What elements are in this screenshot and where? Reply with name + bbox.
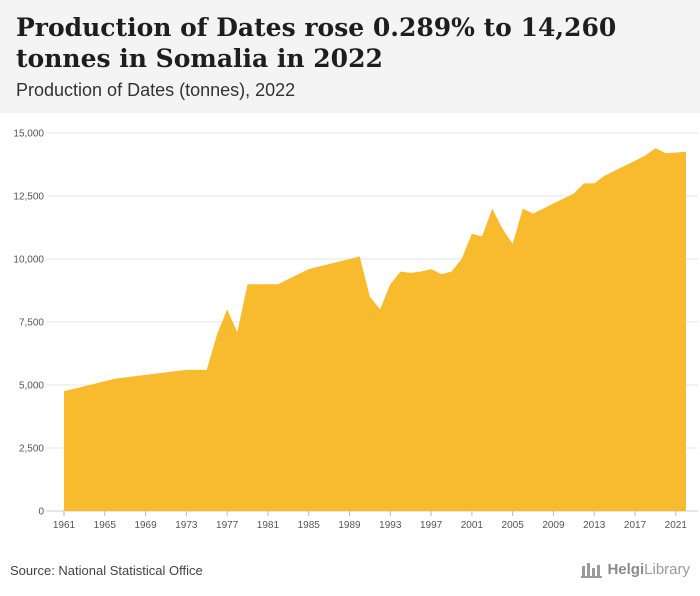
- data-point: [664, 151, 668, 155]
- data-point: [103, 379, 107, 383]
- y-tick-label: 7,500: [19, 318, 44, 329]
- data-point: [633, 159, 637, 163]
- data-point: [582, 181, 586, 185]
- page-title: Production of Dates rose 0.289% to 14,26…: [16, 13, 617, 73]
- x-tick-label: 1961: [53, 520, 76, 531]
- x-tick-label: 1993: [379, 520, 402, 531]
- x-tick-label: 1997: [420, 520, 443, 531]
- series-area: [64, 148, 686, 511]
- data-point: [521, 207, 525, 211]
- y-tick-label: 2,500: [19, 444, 44, 455]
- data-point: [490, 207, 494, 211]
- brand-name-part2: Library: [644, 560, 690, 578]
- x-tick-label: 2017: [624, 520, 647, 531]
- data-point: [246, 282, 250, 286]
- helgi-library-logo-icon: [581, 563, 603, 578]
- x-tick-label: 2021: [665, 520, 688, 531]
- data-point: [572, 191, 576, 195]
- x-tick-label: 1969: [134, 520, 157, 531]
- data-point: [225, 307, 229, 311]
- data-point: [327, 262, 331, 266]
- data-point: [62, 389, 66, 393]
- data-point: [348, 257, 352, 261]
- data-point: [113, 377, 117, 381]
- data-point: [551, 202, 555, 206]
- axis-layer: 0 2,500 5,000 7,500 10,000 12,500 15,000 1961 19…: [13, 129, 687, 532]
- y-tick-label: 12,500: [13, 192, 44, 203]
- y-tick-label: 0: [38, 507, 44, 518]
- y-tick-label: 15,000: [13, 129, 44, 140]
- data-point: [82, 384, 86, 388]
- data-point: [307, 267, 311, 271]
- data-point: [164, 370, 168, 374]
- data-point: [195, 368, 199, 372]
- data-point: [419, 270, 423, 274]
- data-point: [133, 374, 137, 378]
- data-point: [470, 232, 474, 236]
- data-point: [174, 369, 178, 373]
- data-point: [541, 207, 545, 211]
- data-point: [439, 272, 443, 276]
- data-point: [388, 282, 392, 286]
- data-point: [511, 242, 515, 246]
- data-point: [266, 282, 270, 286]
- x-tick-label: 1985: [298, 520, 321, 531]
- data-point: [429, 267, 433, 271]
- y-tick-label: 10,000: [13, 255, 44, 266]
- data-point: [613, 169, 617, 173]
- x-tick-label: 2009: [542, 520, 565, 531]
- data-point: [93, 382, 97, 386]
- x-tick-label: 1973: [175, 520, 198, 531]
- data-point: [460, 257, 464, 261]
- data-point: [256, 282, 260, 286]
- data-point: [674, 151, 678, 155]
- data-point: [337, 260, 341, 264]
- area-layer: [62, 146, 688, 511]
- y-tick-label: 5,000: [19, 381, 44, 392]
- data-point: [72, 387, 76, 391]
- x-tick-label: 1989: [338, 520, 361, 531]
- data-point: [144, 373, 148, 377]
- data-point: [531, 212, 535, 216]
- x-tick-label: 2001: [461, 520, 484, 531]
- data-point: [653, 146, 657, 150]
- data-point: [623, 164, 627, 168]
- data-point: [602, 174, 606, 178]
- data-point: [449, 270, 453, 274]
- data-point: [123, 375, 127, 379]
- data-point: [368, 295, 372, 299]
- source-note: Source: National Statistical Office: [10, 563, 203, 578]
- data-point: [154, 372, 158, 376]
- data-point: [562, 197, 566, 201]
- data-point: [276, 282, 280, 286]
- data-point: [378, 307, 382, 311]
- data-point: [297, 272, 301, 276]
- chart-subtitle: Production of Dates (tonnes), 2022: [16, 80, 296, 100]
- data-point: [215, 333, 219, 337]
- data-point: [684, 150, 688, 154]
- x-tick-label: 2005: [502, 520, 525, 531]
- data-point: [592, 181, 596, 185]
- brand-logo[interactable]: Helgi Library: [581, 560, 690, 578]
- area-chart: 0 2,500 5,000 7,500 10,000 12,500 15,000 1961 19…: [13, 129, 698, 532]
- data-point: [286, 277, 290, 281]
- data-point: [480, 234, 484, 238]
- data-point: [184, 368, 188, 372]
- data-point: [409, 271, 413, 275]
- data-point: [205, 368, 209, 372]
- header-band: [0, 0, 700, 113]
- data-point: [358, 254, 362, 258]
- data-point: [500, 227, 504, 231]
- x-tick-label: 1977: [216, 520, 239, 531]
- x-tick-label: 2013: [583, 520, 606, 531]
- data-point: [398, 270, 402, 274]
- data-point: [235, 330, 239, 334]
- x-tick-label: 1981: [257, 520, 280, 531]
- brand-name-part1: Helgi: [607, 560, 645, 578]
- data-point: [643, 154, 647, 158]
- x-tick-label: 1965: [94, 520, 117, 531]
- data-point: [317, 265, 321, 269]
